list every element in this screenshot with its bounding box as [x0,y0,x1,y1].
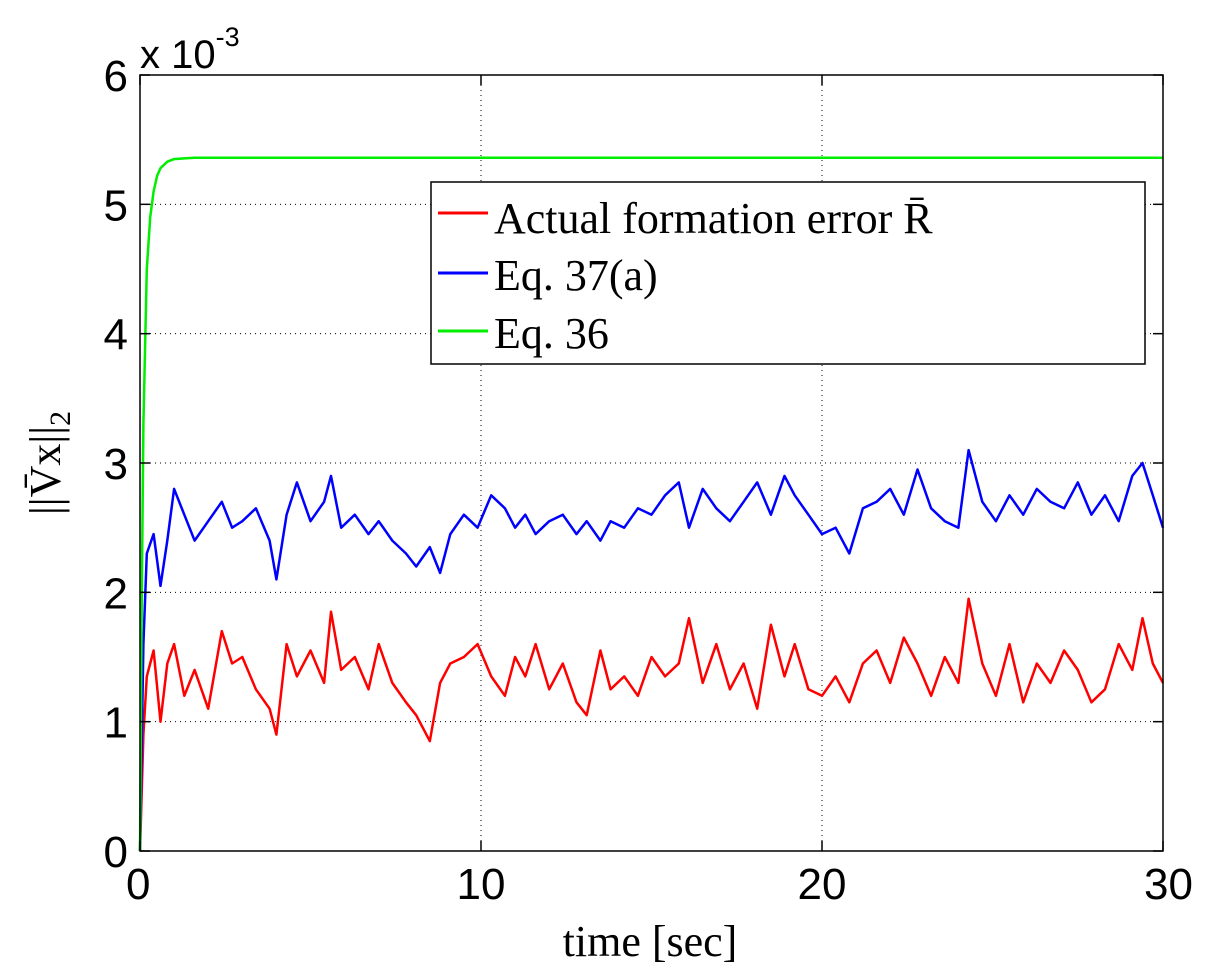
x-tick-label: 0 [126,860,150,909]
y-axis-title-subscript: 2 [44,411,77,426]
y-tick-label: 0 [104,828,128,877]
y-multiplier-base: x 10 [140,33,216,77]
y-multiplier-exp: -3 [216,22,240,52]
legend-label-actual: Actual formation error R̄ [494,194,933,243]
legend-label-eq37a: Eq. 37(a) [494,251,658,300]
x-axis-title: time [sec] [563,917,738,966]
y-tick-label: 1 [104,699,128,748]
series-line-1 [138,448,1165,852]
grid [140,75,1163,851]
legend-label-eq36: Eq. 36 [494,309,609,358]
y-multiplier: x 10-3 [140,22,240,77]
legend-box [430,181,1146,365]
axis-ticks: 0 10 20 30 0 1 2 3 4 5 6 [104,52,1193,909]
x-tick-label: 10 [457,860,506,909]
y-tick-label: 5 [104,181,128,230]
x-tick-label: 20 [798,860,847,909]
x-tick-label: 30 [1144,860,1193,909]
y-tick-label: 3 [104,440,128,489]
y-tick-label: 2 [104,569,128,618]
y-tick-label: 6 [104,52,128,101]
series-line-2 [138,156,1163,852]
series-group [138,156,1165,852]
y-axis-title-main: ||V̄x|| [21,426,70,515]
legend: Actual formation error R̄ Eq. 37(a) Eq. … [430,181,1146,365]
y-tick-label: 4 [104,311,128,360]
y-axis-title: ||V̄x||2 [21,411,77,515]
series-line-0 [138,597,1165,852]
